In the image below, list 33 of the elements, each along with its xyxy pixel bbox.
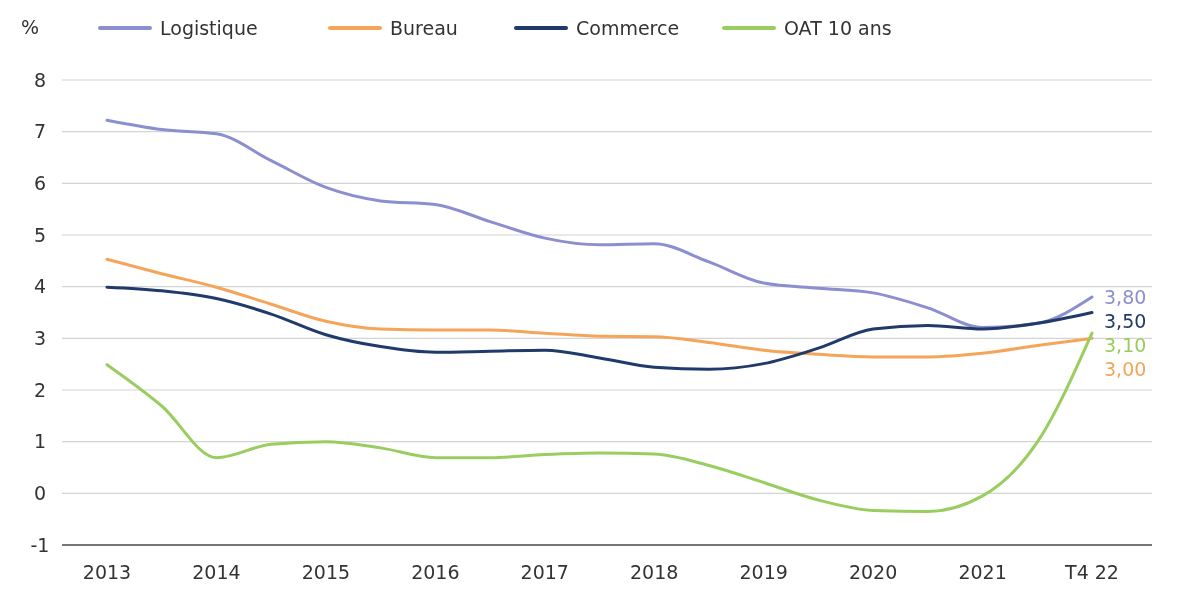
y-tick-label: 8 [33,68,47,91]
line-series [105,257,1094,359]
x-tick-label: 2018 [630,561,679,583]
y-tick-label: 5 [33,223,47,246]
data-label: 3,10 [1104,333,1147,356]
data-label: 3,80 [1104,285,1147,308]
x-tick-label: 2019 [739,561,788,583]
line-series [105,331,1094,513]
y-tick-label: 3 [33,326,47,349]
y-tick-label: 4 [33,275,47,298]
x-tick-label: T4 22 [1064,561,1119,583]
y-tick-label: 0 [33,481,47,504]
y-axis-title: % [20,16,40,38]
x-tick-label: 2021 [958,561,1007,583]
legend-label: Commerce [576,16,680,39]
legend-label: OAT 10 ans [784,16,892,39]
legend-label: Bureau [390,16,458,39]
data-label: 3,00 [1104,357,1147,380]
legend-label: Logistique [160,16,258,39]
y-tick-label: 7 [33,120,47,143]
x-tick-label: 2017 [520,561,569,583]
y-tick-label: 6 [33,171,47,194]
x-tick-label: 2016 [411,561,460,583]
y-tick-label: -1 [30,533,50,556]
x-tick-label: 2013 [82,561,132,583]
y-tick-label: 2 [33,378,47,401]
x-tick-label: 2020 [848,561,898,583]
line-series [105,285,1094,371]
data-label: 3,50 [1104,309,1147,332]
x-tick-label: 2014 [192,561,241,583]
y-tick-label: 1 [33,430,47,453]
x-tick-label: 2015 [301,561,351,583]
line-series [105,118,1094,329]
